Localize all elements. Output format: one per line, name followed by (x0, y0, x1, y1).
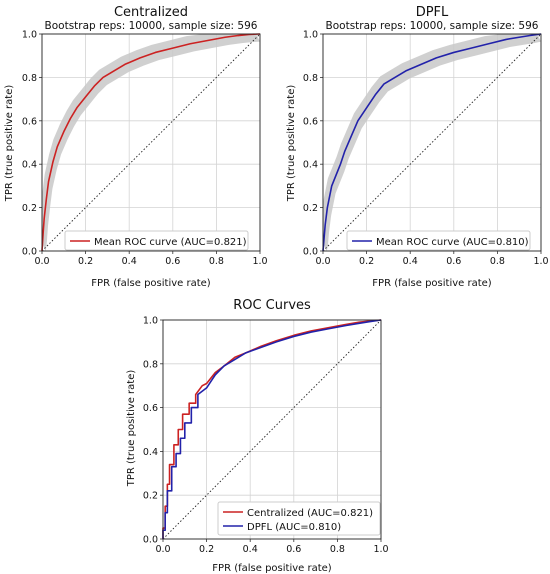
legend-entry: Centralized (AUC=0.821) (247, 508, 373, 519)
y-tick-label: 0.8 (303, 73, 318, 84)
legend-entry: Mean ROC curve (AUC=0.810) (376, 237, 529, 248)
plot-frame (41, 33, 261, 252)
x-tick-label: 0.0 (155, 544, 170, 555)
y-tick-label: 0.2 (143, 491, 158, 502)
legend-box (64, 230, 249, 251)
y-tick-label: 1.0 (143, 316, 158, 327)
x-axis-label: FPR (false positive rate) (372, 278, 491, 289)
y-tick-label: 0.0 (22, 247, 37, 258)
diagonal-reference-line (322, 33, 542, 252)
x-tick-label: 0.2 (199, 544, 214, 555)
plot-frame (162, 319, 382, 540)
series-line-1 (41, 33, 261, 252)
x-tick-label: 0.0 (315, 256, 330, 267)
y-tick-label: 0.0 (303, 247, 318, 258)
confidence-band (323, 34, 541, 251)
legend-box (346, 230, 531, 251)
chart-subtitle: Bootstrap reps: 10000, sample size: 596 (326, 20, 539, 32)
x-tick-label: 0.4 (243, 544, 258, 555)
legend-entry: Mean ROC curve (AUC=0.821) (94, 237, 247, 248)
y-axis-label: TPR (true positive rate) (126, 370, 137, 488)
x-tick-label: 0.8 (490, 256, 505, 267)
x-tick-label: 1.0 (373, 544, 388, 555)
x-tick-label: 0.6 (286, 544, 301, 555)
x-tick-label: 0.4 (122, 256, 137, 267)
series-line-1 (162, 319, 382, 539)
x-tick-label: 0.8 (330, 544, 345, 555)
y-tick-label: 0.2 (303, 203, 318, 214)
chart-title: Centralized (114, 5, 188, 20)
diagonal-reference-line (41, 33, 261, 252)
y-tick-label: 0.4 (143, 447, 158, 458)
legend-entry: DPFL (AUC=0.810) (247, 522, 341, 533)
x-tick-label: 0.6 (446, 256, 461, 267)
y-tick-label: 0.0 (143, 535, 158, 546)
x-tick-label: 1.0 (252, 256, 267, 267)
x-tick-label: 0.6 (165, 256, 180, 267)
plot-frame (322, 33, 542, 252)
legend-box (217, 501, 381, 536)
y-tick-label: 0.6 (303, 116, 318, 127)
x-axis-label: FPR (false positive rate) (91, 278, 210, 289)
chart-title: DPFL (416, 5, 449, 20)
x-tick-label: 0.0 (34, 256, 49, 267)
y-axis-label: TPR (true positive rate) (4, 85, 15, 203)
x-tick-label: 1.0 (533, 256, 548, 267)
legend: Mean ROC curve (AUC=0.810) (346, 230, 531, 251)
dpfl-panel: DPFL Bootstrap reps: 10000, sample size:… (286, 5, 549, 289)
series-line-1 (322, 33, 542, 252)
x-tick-label: 0.2 (78, 256, 93, 267)
legend: Mean ROC curve (AUC=0.821) (64, 230, 249, 251)
y-tick-label: 0.4 (22, 160, 37, 171)
plot-area: 0.0 0.2 0.4 0.6 0.8 1.0 0.0 0.2 0.4 0.6 0.8 1.0 (22, 30, 268, 268)
diagonal-reference-line (162, 319, 382, 540)
x-tick-label: 0.2 (359, 256, 374, 267)
y-tick-label: 1.0 (22, 30, 37, 41)
plot-area: 0.0 0.2 0.4 0.6 0.8 1.0 0.0 0.2 0.4 0.6 0.8 1.0 (303, 30, 549, 268)
chart-title: ROC Curves (233, 298, 311, 313)
y-tick-label: 0.4 (303, 160, 318, 171)
roc-curves-panel: ROC Curves FPR (false positive rate) TPR… (126, 298, 389, 574)
y-tick-label: 0.8 (22, 73, 37, 84)
x-axis-label: FPR (false positive rate) (212, 563, 331, 574)
y-tick-label: 1.0 (303, 30, 318, 41)
y-tick-label: 0.2 (22, 203, 37, 214)
y-tick-label: 0.6 (143, 403, 158, 414)
legend: Centralized (AUC=0.821) DPFL (AUC=0.810) (217, 501, 381, 536)
x-tick-label: 0.4 (403, 256, 418, 267)
confidence-band (42, 34, 260, 251)
y-axis-label: TPR (true positive rate) (286, 85, 297, 203)
series-line-2 (162, 319, 382, 539)
chart-subtitle: Bootstrap reps: 10000, sample size: 596 (45, 20, 258, 32)
y-tick-label: 0.6 (22, 116, 37, 127)
y-tick-label: 0.8 (143, 359, 158, 370)
centralized-panel: Centralized Bootstrap reps: 10000, sampl… (4, 5, 268, 289)
x-tick-label: 0.8 (209, 256, 224, 267)
